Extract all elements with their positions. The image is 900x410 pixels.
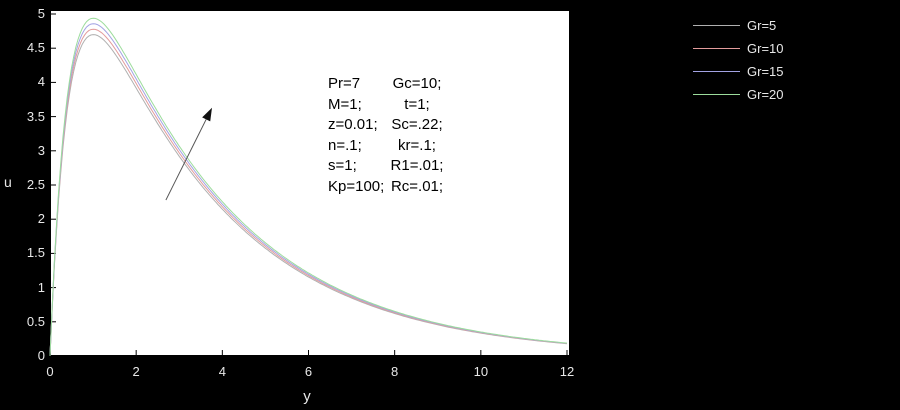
legend-entry: Gr=15 [693,60,784,83]
annotation-param-right: R1=.01; [390,157,444,174]
annotation-param-left: s=1; [328,157,357,174]
x-axis-title: y [303,388,311,405]
y-tick-label: 1 [37,279,45,295]
annotation-line: Kp=100; Rc=.01; [328,177,453,198]
x-tick-label: 10 [473,364,489,379]
x-tick-label: 6 [304,364,313,379]
y-tick-label: 4.5 [26,40,45,56]
annotation-param-right: kr=.1; [398,136,436,154]
y-tick-label: 2.5 [26,177,45,192]
legend-entry: Gr=10 [693,37,784,60]
legend: Gr=5 Gr=10 Gr=15 Gr=20 [693,14,784,106]
y-tick-label: 0.5 [26,313,45,329]
annotation-param-left: z=0.01; [328,116,378,133]
y-tick-label: 3.5 [26,108,45,124]
increase-arrow-head [202,107,212,122]
legend-entry: Gr=5 [693,14,784,37]
legend-line-sample [693,71,740,72]
curve-Gr=5 [49,34,568,357]
annotation-param-right: Rc=.01; [390,177,444,195]
annotation-line: M=1; t=1; [328,95,453,116]
curve-Gr=10 [49,28,568,357]
annotation-param-left: Pr=7 [328,75,361,92]
legend-line-sample [693,48,740,49]
annotation-param-right: Gc=10; [392,75,442,92]
y-tick-label: 4 [37,74,45,90]
x-tick-label: 8 [391,364,399,379]
legend-line-sample [693,25,740,26]
annotation-param-left: M=1; [328,95,362,113]
legend-entry: Gr=20 [693,83,784,106]
legend-label: Gr=20 [747,87,784,102]
annotation-line: s=1; R1=.01; [328,156,453,177]
x-tick-label: 0 [46,364,54,379]
annotation-line: n=.1; kr=.1; [328,136,453,157]
annotation-param-left: n=.1; [328,136,362,154]
y-tick-label: 3 [37,142,45,158]
annotation-param-right: Sc=.22; [391,116,443,133]
x-tick-label: 2 [132,364,140,379]
legend-label: Gr=10 [747,41,784,56]
y-tick-label: 0 [37,348,45,363]
increase-arrow-shaft [165,119,207,201]
parameter-annotation: Pr=7 Gc=10; M=1; t=1; z=0.01; Sc=.22; n=.1; kr=… [328,74,453,197]
annotation-param-left: Kp=100; [328,177,385,195]
curve-Gr=20 [49,17,568,357]
annotation-line: z=0.01; Sc=.22; [328,115,453,136]
annotation-line: Pr=7 Gc=10; [328,74,453,95]
legend-label: Gr=5 [747,18,777,33]
legend-label: Gr=15 [747,64,784,79]
y-axis-title: u [4,174,12,190]
annotation-param-right: t=1; [404,95,430,113]
legend-line-sample [693,94,740,95]
y-tick-label: 5 [37,6,45,21]
x-tick-label: 4 [218,364,226,379]
y-tick-label: 2 [37,211,45,227]
x-tick-label: 12 [559,364,575,379]
y-tick-label: 1.5 [26,245,45,261]
plot-area [50,10,570,356]
